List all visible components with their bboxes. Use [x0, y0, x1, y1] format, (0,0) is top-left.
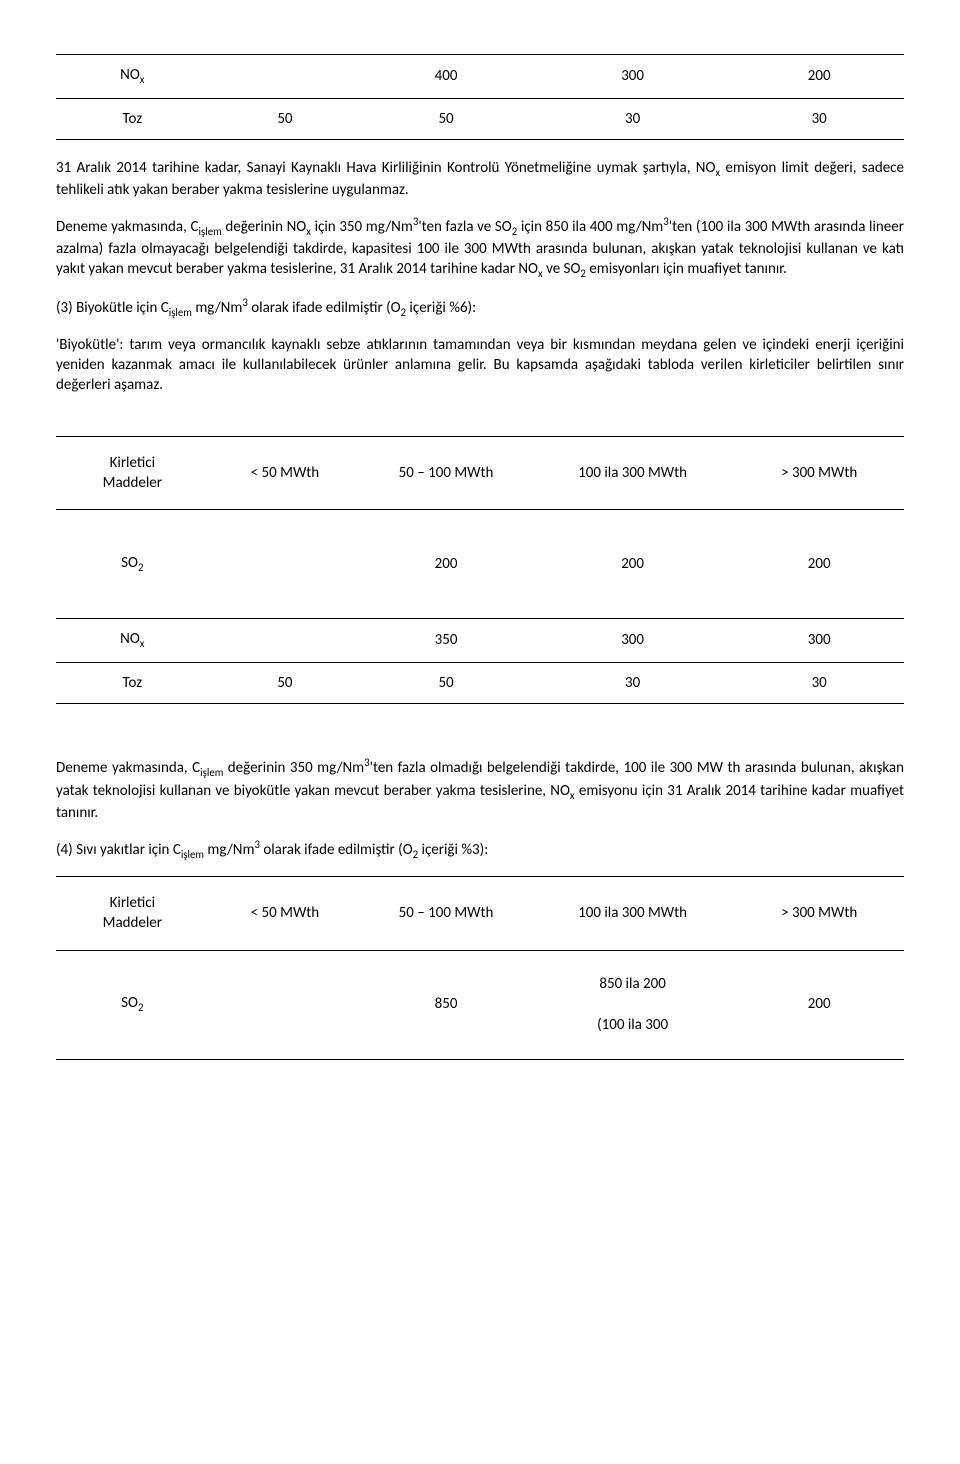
cell: 200 [734, 55, 904, 99]
row-label-nox: NOx [56, 619, 209, 663]
emission-table-1: NOx 400 300 200 Toz 50 50 30 30 [56, 54, 904, 140]
col-header-lt50: < 50 MWth [209, 877, 362, 951]
paragraph-clause-3: (3) Biyokütle için Cişlem mg/Nm3 olarak … [56, 296, 904, 321]
paragraph-biokutul: 'Biyokütle': tarım veya ormancılık kayna… [56, 335, 904, 396]
cell: 850 ila 200(100 ila 300 [531, 950, 735, 1059]
cell: 30 [734, 662, 904, 703]
cell: 300 [531, 619, 735, 663]
table-header-row: KirleticiMaddeler < 50 MWth 50 – 100 MWt… [56, 436, 904, 510]
table-row: Toz 50 50 30 30 [56, 98, 904, 139]
table-row: SO2 850 850 ila 200(100 ila 300 200 [56, 950, 904, 1059]
cell [209, 55, 362, 99]
col-header-gt300: > 300 MWth [734, 877, 904, 951]
col-header-100-300: 100 ila 300 MWth [531, 877, 735, 951]
col-header-kirletici: KirleticiMaddeler [56, 877, 209, 951]
table-header-row: KirleticiMaddeler < 50 MWth 50 – 100 MWt… [56, 877, 904, 951]
cell: 30 [734, 98, 904, 139]
table-row: NOx 400 300 200 [56, 55, 904, 99]
table-row: Toz 50 50 30 30 [56, 662, 904, 703]
cell: 300 [734, 619, 904, 663]
row-label-toz: Toz [56, 662, 209, 703]
cell: 200 [734, 950, 904, 1059]
cell: 50 [361, 662, 531, 703]
row-label-so2: SO2 [56, 510, 209, 619]
table-row: SO2 200 200 200 [56, 510, 904, 619]
cell: 30 [531, 662, 735, 703]
cell [209, 619, 362, 663]
col-header-50-100: 50 – 100 MWth [361, 436, 531, 510]
paragraph-note-1: 31 Aralık 2014 tarihine kadar, Sanayi Ka… [56, 158, 904, 201]
row-label-so2: SO2 [56, 950, 209, 1059]
cell: 200 [734, 510, 904, 619]
cell: 50 [361, 98, 531, 139]
cell: 50 [209, 98, 362, 139]
emission-table-3: KirleticiMaddeler < 50 MWth 50 – 100 MWt… [56, 876, 904, 1060]
cell: 300 [531, 55, 735, 99]
cell: 30 [531, 98, 735, 139]
table-row: NOx 350 300 300 [56, 619, 904, 663]
paragraph-clause-4: (4) Sıvı yakıtlar için Cişlem mg/Nm3 ola… [56, 838, 904, 863]
cell [209, 950, 362, 1059]
cell: 200 [531, 510, 735, 619]
paragraph-note-2: Deneme yakmasında, Cişlem değerinin NOx … [56, 215, 904, 282]
col-header-100-300: 100 ila 300 MWth [531, 436, 735, 510]
cell: 200 [361, 510, 531, 619]
cell: 350 [361, 619, 531, 663]
row-label-nox: NOx [56, 55, 209, 99]
col-header-lt50: < 50 MWth [209, 436, 362, 510]
emission-table-2: KirleticiMaddeler < 50 MWth 50 – 100 MWt… [56, 436, 904, 704]
col-header-kirletici: KirleticiMaddeler [56, 436, 209, 510]
cell: 50 [209, 662, 362, 703]
col-header-gt300: > 300 MWth [734, 436, 904, 510]
cell [209, 510, 362, 619]
row-label-toz: Toz [56, 98, 209, 139]
cell: 850 [361, 950, 531, 1059]
col-header-50-100: 50 – 100 MWth [361, 877, 531, 951]
cell: 400 [361, 55, 531, 99]
paragraph-note-3: Deneme yakmasında, Cişlem değerinin 350 … [56, 756, 904, 823]
